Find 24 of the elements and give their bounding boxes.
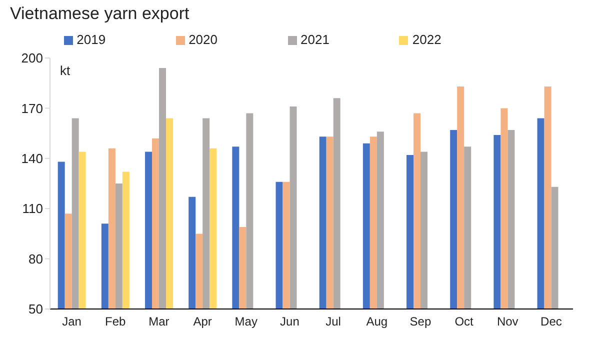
x-tick-label: Jun <box>280 314 300 329</box>
chart-title: Vietnamese yarn export <box>10 4 190 24</box>
x-tick-label: Mar <box>148 314 170 329</box>
legend-label: 2019 <box>76 32 106 47</box>
x-tick-label: Jul <box>326 314 341 329</box>
x-tick-label: May <box>234 314 258 329</box>
y-tick-label: 50 <box>28 302 43 317</box>
y-tick-label: 140 <box>21 151 43 166</box>
y-axis-title: kt <box>60 63 70 78</box>
legend-label: 2021 <box>300 32 330 47</box>
x-tick-label: Feb <box>105 314 126 329</box>
x-tick-label: Apr <box>193 314 212 329</box>
y-tick-label: 200 <box>21 50 43 66</box>
x-tick-label: Jan <box>62 314 82 329</box>
x-tick-label: Oct <box>454 314 474 329</box>
y-tick-label: 80 <box>28 251 43 266</box>
x-tick-label: Dec <box>540 314 562 329</box>
x-tick-label: Sep <box>410 314 432 329</box>
y-tick-label: 110 <box>22 201 43 216</box>
legend-label: 2022 <box>412 32 442 47</box>
legend-label: 2020 <box>188 32 218 47</box>
x-tick-label: Nov <box>496 314 518 329</box>
y-tick-label: 170 <box>21 100 43 116</box>
x-tick-label: Aug <box>366 314 388 329</box>
